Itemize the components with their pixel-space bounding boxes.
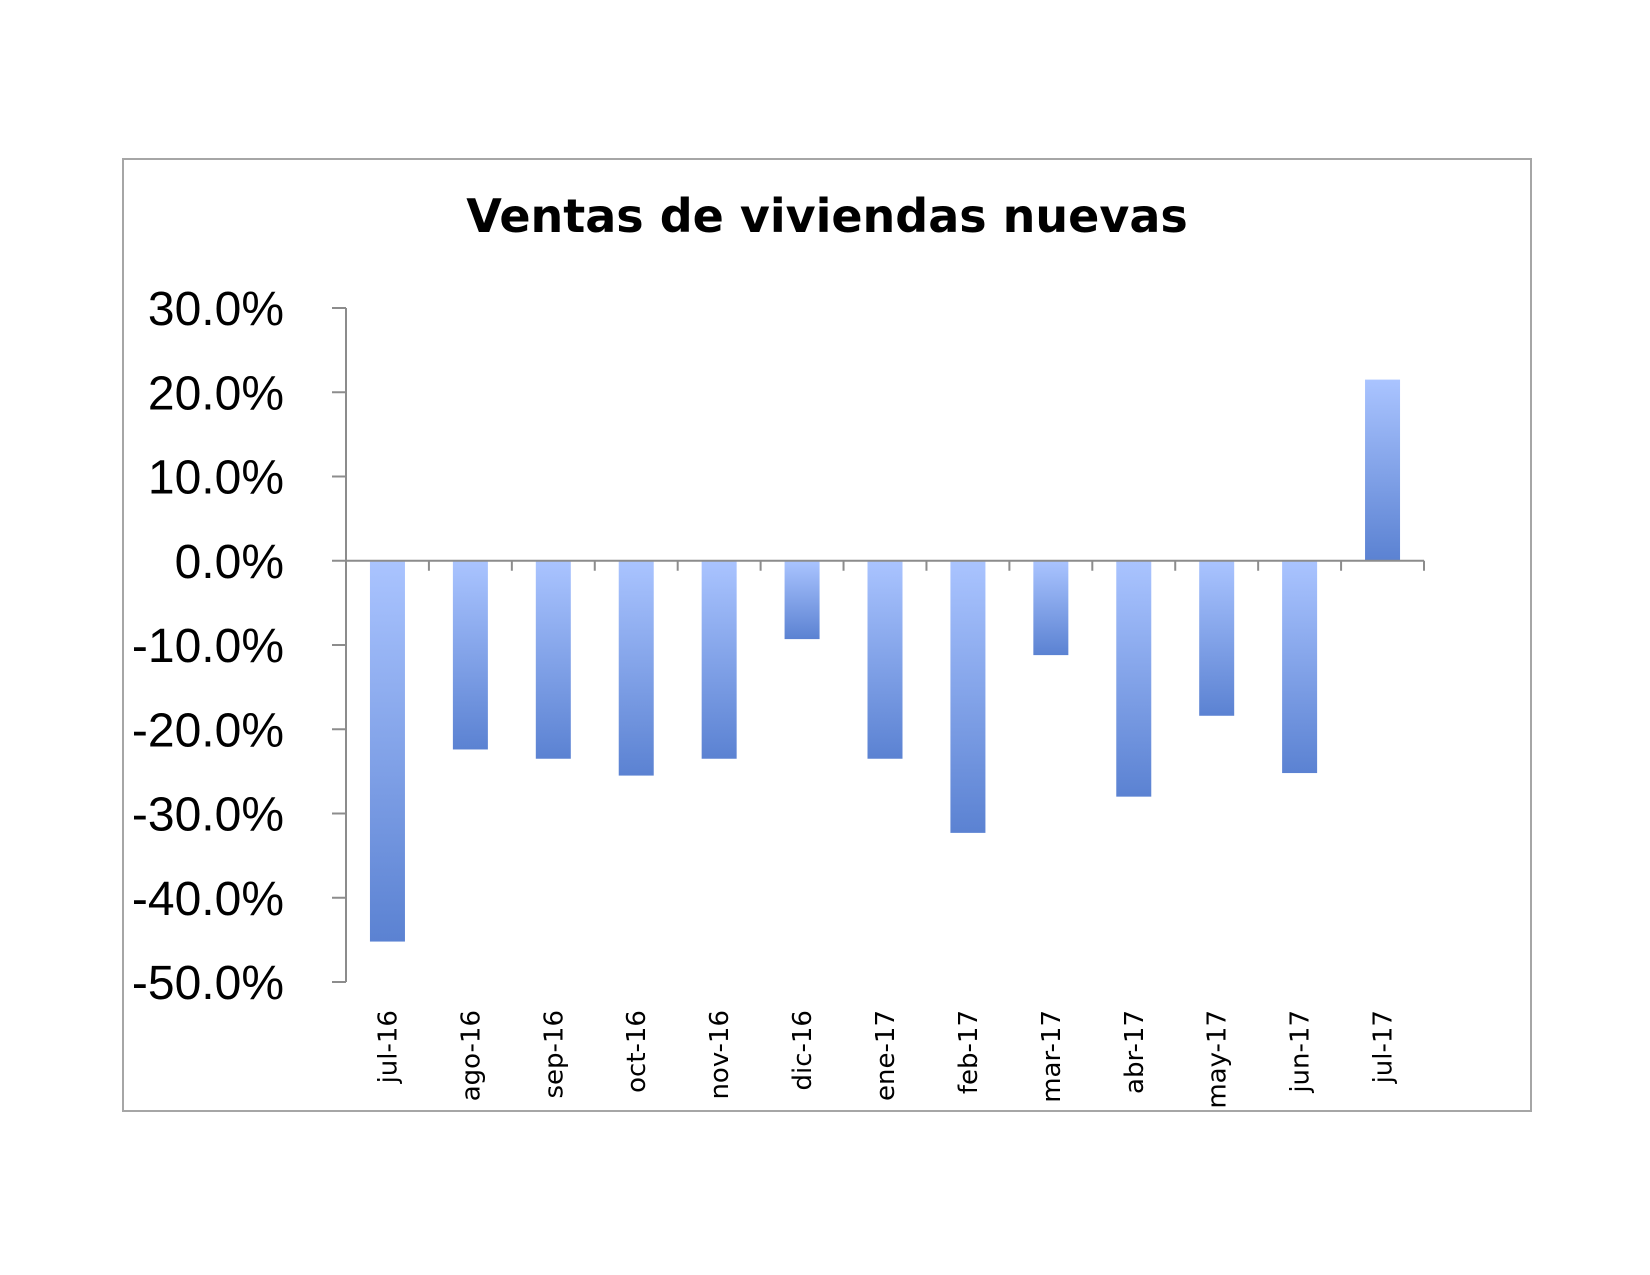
bar-nov-16 xyxy=(701,560,737,759)
x-tick-label: dic-16 xyxy=(788,1010,818,1091)
x-tick-label: jul-17 xyxy=(1369,1010,1399,1084)
bar-jun-17 xyxy=(1282,560,1318,774)
bar-ago-16 xyxy=(452,560,488,750)
x-tick-label: mar-17 xyxy=(1037,1010,1067,1103)
y-tick-label: 0.0% xyxy=(175,536,284,589)
x-axis: jul-16 ago-16 sep-16 oct-16 nov-16 dic-16 ene-… xyxy=(345,559,1425,1109)
y-tick-label: -10.0% xyxy=(132,620,284,673)
chart-title: Ventas de viviendas nuevas xyxy=(466,189,1188,243)
bar-jul-16 xyxy=(369,560,405,942)
x-tick-label: feb-17 xyxy=(954,1010,984,1094)
y-axis: 30.0% 20.0% 10.0% 0.0% -10.0% -20.0% -30.0% -40… xyxy=(132,283,347,1010)
x-tick-label: ago-16 xyxy=(456,1010,486,1101)
y-tick-label: 30.0% xyxy=(148,283,284,336)
x-tick-label: ene-17 xyxy=(871,1010,901,1101)
y-tick-label: 20.0% xyxy=(148,367,284,420)
bar-sep-16 xyxy=(535,560,571,759)
x-tick-label: nov-16 xyxy=(705,1010,735,1100)
bar-chart: Ventas de viviendas nuevas 30.0% 20.0% 10.… xyxy=(132,189,1425,1109)
bar-mar-17 xyxy=(1033,560,1069,656)
chart-frame: Ventas de viviendas nuevas 30.0% 20.0% 10.… xyxy=(122,158,1532,1112)
bar-abr-17 xyxy=(1116,560,1152,797)
y-tick-label: 10.0% xyxy=(148,452,284,505)
x-tick-label: jul-16 xyxy=(373,1010,403,1084)
bar-ene-17 xyxy=(867,560,903,759)
bar-oct-16 xyxy=(618,560,654,776)
y-tick-label: -50.0% xyxy=(132,957,284,1010)
x-tick-label: oct-16 xyxy=(622,1010,652,1093)
y-tick-label: -20.0% xyxy=(132,704,284,757)
bar-may-17 xyxy=(1199,560,1235,716)
x-tick-label: jun-17 xyxy=(1286,1010,1316,1094)
x-tick-label: abr-17 xyxy=(1120,1010,1150,1094)
bar-jul-17 xyxy=(1365,379,1401,561)
x-tick-label: sep-16 xyxy=(539,1010,569,1099)
y-tick-label: -30.0% xyxy=(132,789,284,842)
bar-feb-17 xyxy=(950,560,986,833)
bars xyxy=(369,379,1401,942)
y-tick-label: -40.0% xyxy=(132,873,284,926)
bar-dic-16 xyxy=(784,560,820,640)
x-tick-label: may-17 xyxy=(1203,1010,1233,1109)
